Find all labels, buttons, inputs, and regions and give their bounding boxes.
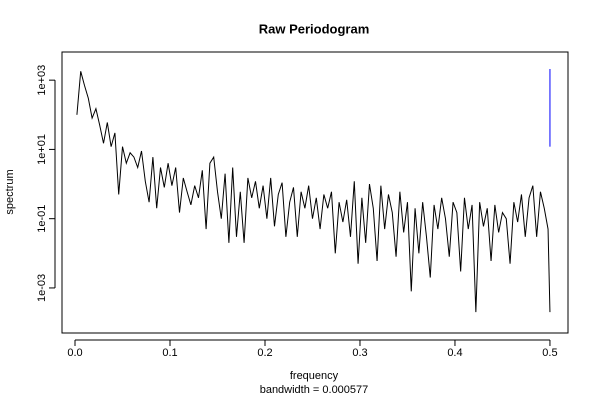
spectrum-line <box>76 71 551 313</box>
x-tick-label: 0.3 <box>352 347 367 359</box>
y-axis-label: spectrum <box>4 169 16 214</box>
y-tick-label: 1e+03 <box>36 65 48 96</box>
x-axis-label: frequency <box>290 370 339 382</box>
y-tick-label: 1e-01 <box>36 205 48 233</box>
x-tick-label: 0.2 <box>257 347 272 359</box>
plot-frame <box>61 51 569 334</box>
chart-title: Raw Periodogram <box>259 21 370 36</box>
x-tick-label: 0.4 <box>447 347 462 359</box>
x-tick-label: 0.5 <box>542 347 557 359</box>
y-tick-label: 1e-03 <box>36 274 48 302</box>
x-tick-label: 0.1 <box>162 347 177 359</box>
x-tick-label: 0.0 <box>67 347 82 359</box>
subtitle: bandwidth = 0.000577 <box>260 384 369 396</box>
y-tick-label: 1e+01 <box>36 134 48 165</box>
